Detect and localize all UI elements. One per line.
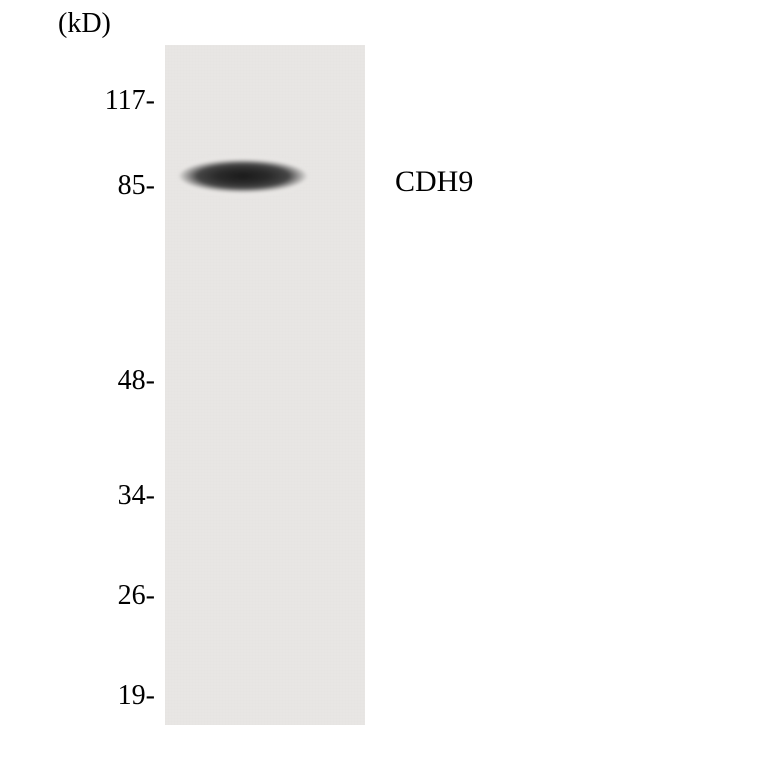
marker-85: 85-: [90, 170, 155, 202]
axis-unit-label: (kD): [58, 8, 111, 40]
marker-117: 117-: [90, 85, 155, 117]
protein-band-cdh9: [178, 155, 308, 197]
marker-26: 26-: [90, 580, 155, 612]
western-blot-figure: (kD) CDH9 117- 85- 48- 34- 26- 19-: [0, 0, 764, 764]
marker-34: 34-: [90, 480, 155, 512]
band-label-cdh9: CDH9: [395, 165, 473, 199]
marker-19: 19-: [90, 680, 155, 712]
blot-lane: [165, 45, 365, 725]
marker-48: 48-: [90, 365, 155, 397]
